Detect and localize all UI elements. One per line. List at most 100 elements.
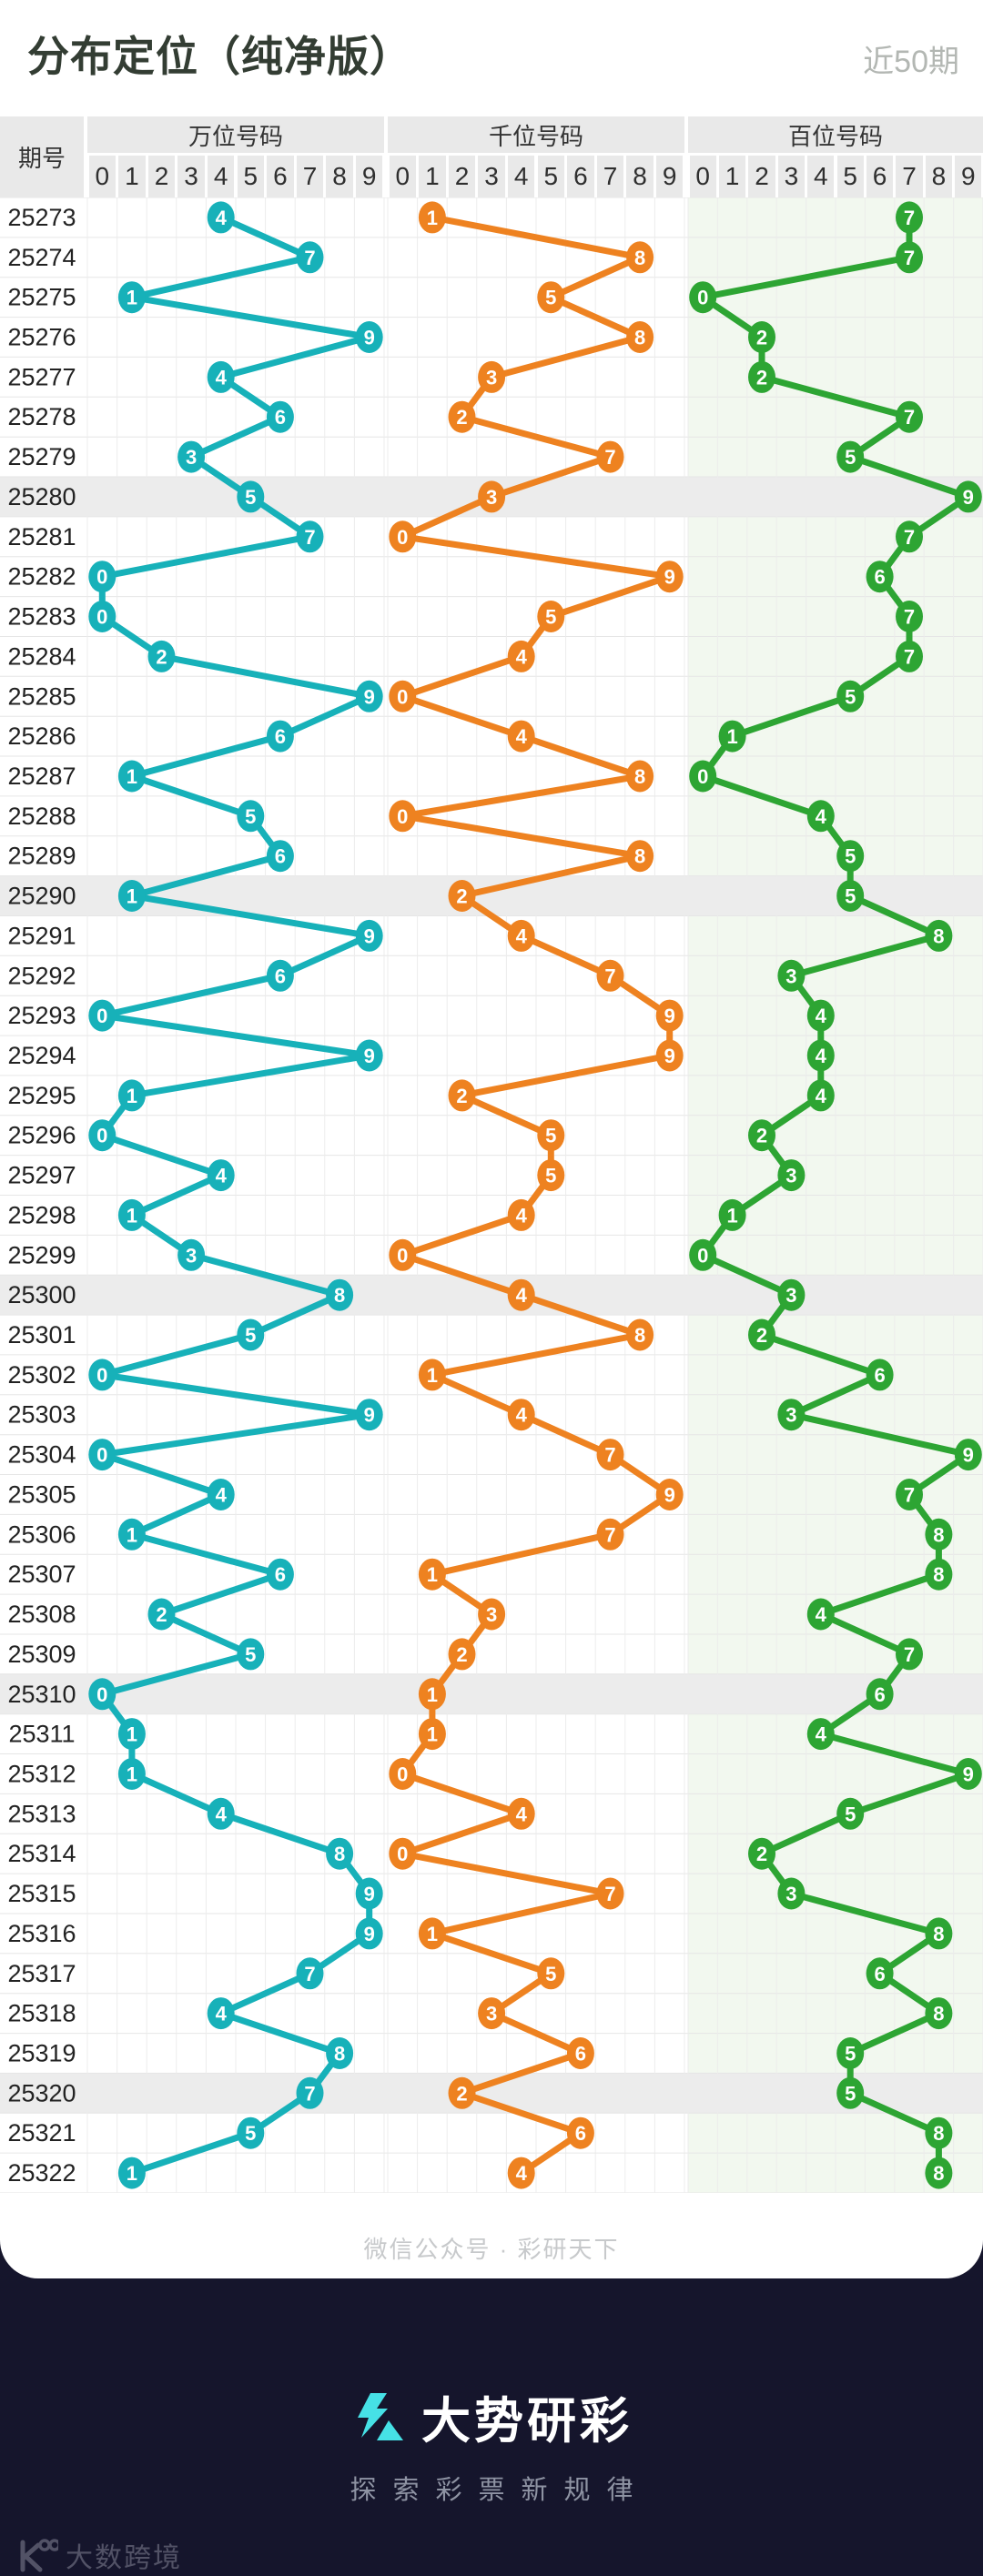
point-value: 0	[96, 1444, 107, 1467]
point-circle	[626, 760, 654, 793]
point-circle	[448, 880, 476, 912]
point-value: 5	[545, 606, 556, 629]
point-circle	[689, 760, 717, 793]
point-value: 9	[364, 1045, 375, 1067]
point-circle	[626, 321, 654, 353]
point-circle	[806, 1598, 835, 1631]
period-label: 25291	[7, 922, 76, 949]
point-value: 3	[186, 446, 197, 469]
point-circle	[88, 1359, 117, 1391]
point-circle	[117, 880, 146, 912]
point-circle	[355, 321, 383, 353]
period-label: 25306	[7, 1520, 76, 1548]
point-circle	[748, 1119, 775, 1152]
point-value: 2	[456, 2082, 467, 2105]
point-circle	[207, 1479, 235, 1510]
period-label: 25277	[7, 363, 76, 390]
point-value: 5	[845, 845, 856, 868]
point-value: 0	[96, 566, 107, 589]
point-value: 4	[816, 1005, 827, 1027]
period-label: 25295	[7, 1082, 76, 1109]
point-circle	[507, 1198, 535, 1231]
point-value: 9	[664, 1005, 675, 1027]
point-value: 7	[904, 406, 915, 429]
brand-logo-icon	[358, 2392, 403, 2440]
point-circle	[806, 1079, 835, 1112]
point-value: 2	[456, 1085, 467, 1107]
point-circle	[296, 2076, 324, 2109]
point-value: 7	[604, 965, 615, 987]
point-value: 7	[604, 1523, 615, 1546]
point-circle	[237, 1318, 265, 1351]
point-value: 4	[216, 207, 228, 229]
point-value: 4	[516, 645, 528, 668]
point-circle	[896, 640, 923, 672]
point-value: 4	[816, 1085, 827, 1107]
period-label: 25315	[7, 1880, 76, 1907]
point-circle	[806, 1039, 835, 1072]
point-circle	[389, 680, 417, 712]
point-value: 4	[516, 1803, 528, 1825]
point-value: 5	[545, 1125, 556, 1147]
point-circle	[866, 1678, 894, 1711]
period-label: 25299	[7, 1241, 76, 1268]
range-label: 近50期	[863, 45, 959, 79]
point-circle	[806, 999, 835, 1032]
point-circle	[836, 840, 865, 873]
point-value: 9	[364, 1404, 375, 1427]
point-circle	[896, 1638, 923, 1671]
period-label: 25283	[7, 603, 76, 631]
period-label: 25317	[7, 1960, 76, 1987]
point-circle	[207, 1797, 235, 1830]
point-circle	[389, 1837, 417, 1870]
point-value: 4	[516, 725, 528, 748]
point-circle	[88, 601, 117, 632]
point-value: 7	[304, 247, 315, 269]
point-circle	[117, 1079, 146, 1112]
point-value: 7	[604, 1444, 615, 1467]
point-circle	[507, 640, 535, 672]
point-circle	[418, 1678, 446, 1711]
point-value: 6	[874, 1683, 885, 1706]
digit-header: 3	[777, 156, 806, 197]
point-value: 2	[756, 1843, 767, 1865]
point-value: 1	[726, 1204, 737, 1227]
point-circle	[836, 1797, 865, 1830]
point-value: 6	[874, 1364, 885, 1387]
point-circle	[896, 241, 923, 274]
digit-header: 8	[626, 156, 654, 197]
point-circle	[836, 680, 865, 712]
period-label: 25303	[7, 1401, 76, 1429]
point-value: 3	[486, 366, 497, 389]
point-value: 1	[127, 1204, 137, 1227]
point-value: 6	[575, 2043, 586, 2066]
point-value: 6	[874, 1963, 885, 1985]
point-circle	[448, 2076, 476, 2109]
series-line	[98, 214, 373, 2177]
brand-name: 大势研彩	[421, 2394, 633, 2449]
point-value: 6	[275, 725, 286, 748]
point-value: 0	[697, 765, 708, 788]
period-label: 25284	[7, 642, 76, 670]
point-circle	[836, 2037, 865, 2069]
point-value: 1	[427, 1563, 438, 1586]
point-value: 3	[785, 1284, 796, 1307]
point-value: 0	[96, 1683, 107, 1706]
point-circle	[177, 1238, 206, 1271]
point-value: 8	[933, 1923, 944, 1945]
point-value: 4	[816, 1723, 827, 1746]
point-value: 4	[216, 1484, 228, 1507]
digit-header: 1	[118, 156, 146, 197]
point-value: 2	[156, 1603, 167, 1626]
point-circle	[88, 1119, 117, 1152]
point-circle	[117, 1758, 146, 1790]
period-label: 25282	[7, 563, 76, 591]
point-circle	[836, 440, 865, 473]
period-label: 25321	[7, 2119, 76, 2147]
digit-header: 5	[836, 156, 864, 197]
point-circle	[355, 919, 383, 952]
section-header-bai: 百位号码	[688, 116, 983, 153]
point-circle	[418, 1558, 446, 1591]
period-label: 25287	[7, 763, 76, 790]
